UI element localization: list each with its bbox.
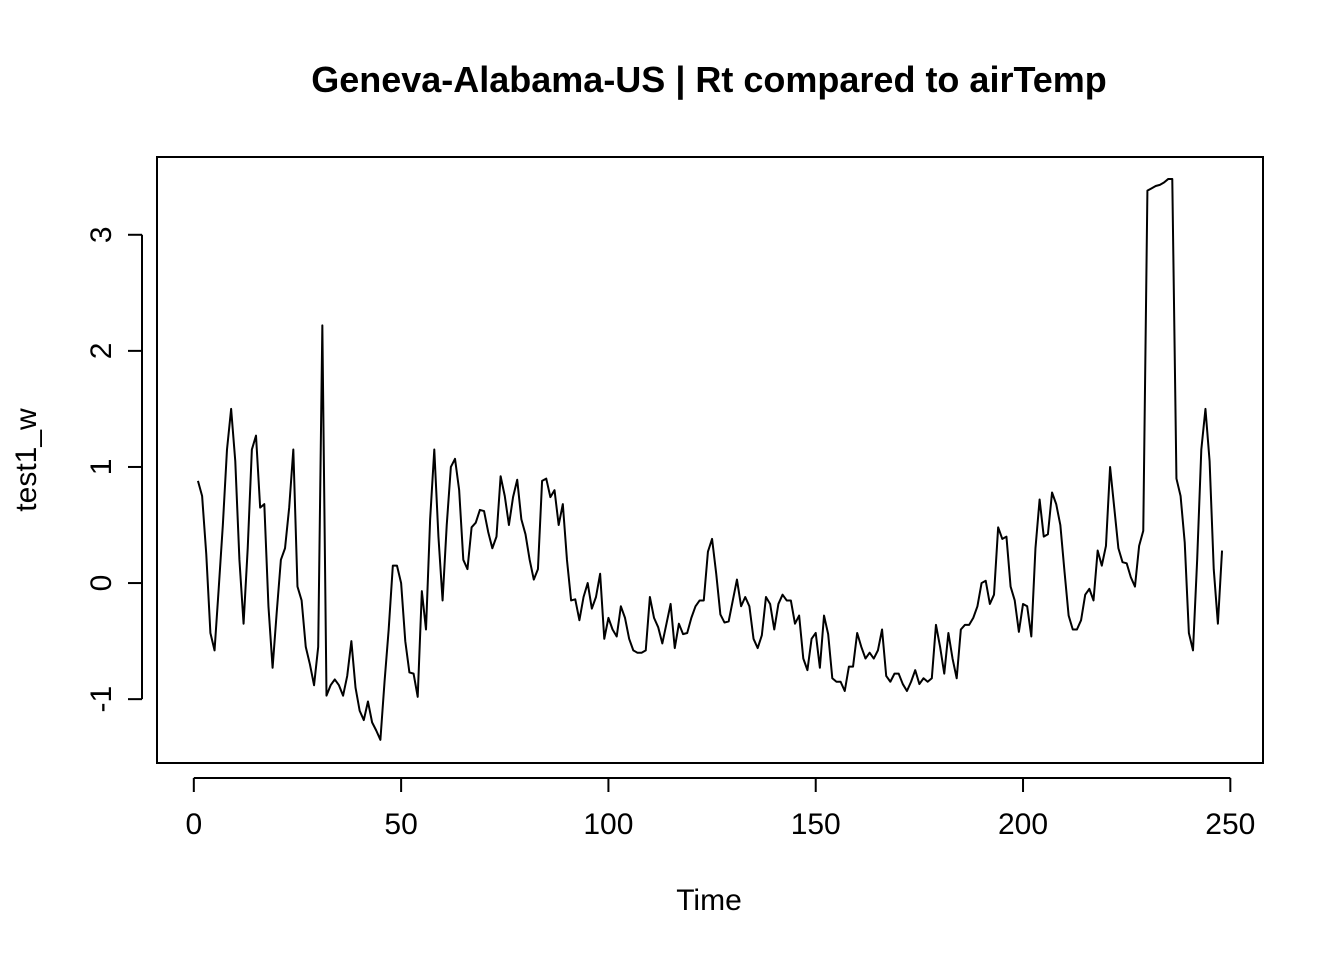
chart-title: Geneva-Alabama-US | Rt compared to airTe… [311, 59, 1107, 101]
y-tick-label: 3 [85, 226, 118, 243]
x-tick-label: 200 [998, 808, 1048, 841]
series-line [196, 178, 1224, 741]
y-tick-label: 0 [85, 575, 118, 592]
x-tick-label: 150 [791, 808, 841, 841]
y-tick-label: 2 [85, 343, 118, 360]
x-axis: 0 50 100 150 200 250 [185, 777, 1255, 841]
y-axis: -1 0 1 2 3 [85, 226, 143, 713]
y-tick-label: 1 [85, 459, 118, 476]
x-tick-label: 50 [384, 808, 417, 841]
y-axis-label: test1_w [10, 408, 43, 512]
plot-frame [156, 156, 1264, 764]
y-tick-label: -1 [85, 686, 118, 713]
x-tick-label: 0 [185, 808, 202, 841]
x-tick-label: 250 [1205, 808, 1255, 841]
x-tick-label: 100 [583, 808, 633, 841]
x-axis-label: Time [676, 884, 742, 917]
